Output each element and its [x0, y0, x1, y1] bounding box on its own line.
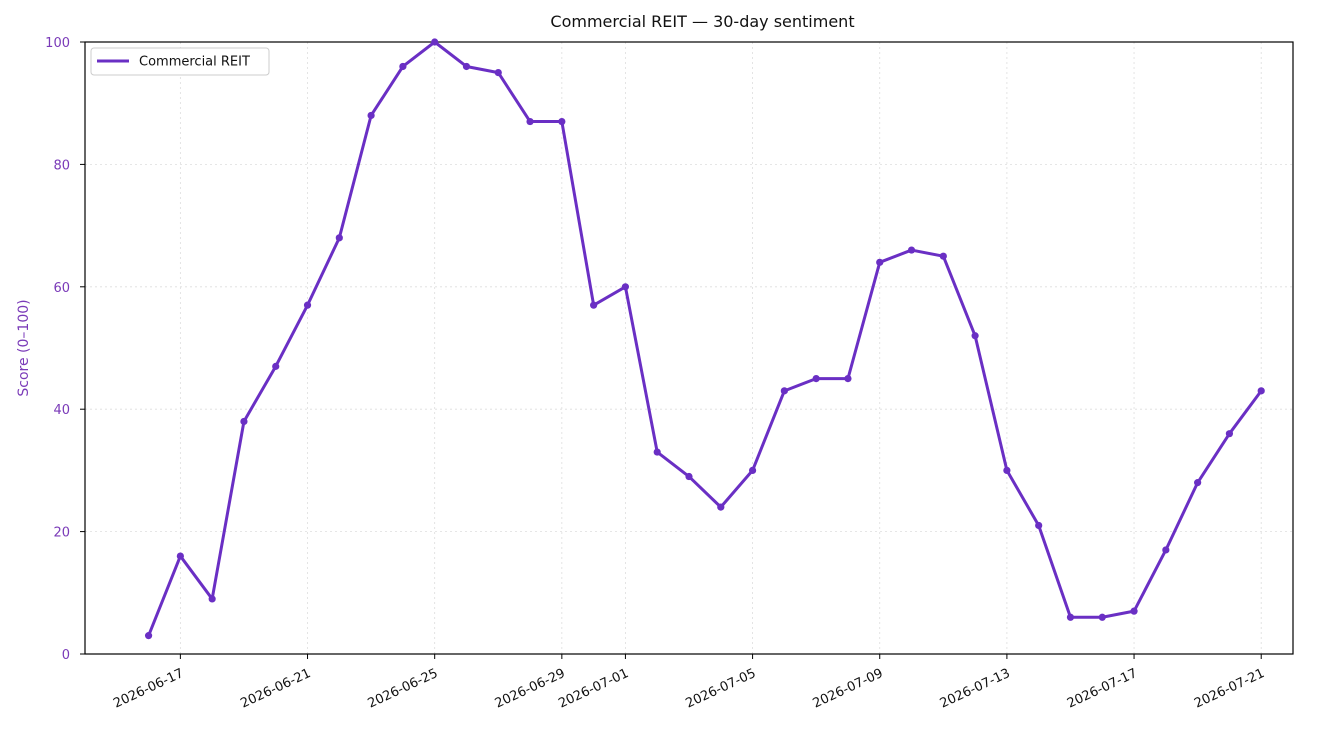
data-point — [1194, 479, 1202, 487]
y-tick-label: 40 — [53, 403, 70, 418]
plot-frame — [84, 41, 1294, 655]
legend-label: Commercial REIT — [139, 55, 250, 70]
data-point — [876, 258, 884, 266]
data-point — [1035, 521, 1043, 530]
data-point — [367, 111, 375, 120]
data-point — [653, 448, 661, 456]
data-point — [1003, 466, 1011, 474]
x-tick-label: 2026-07-17 — [1065, 666, 1140, 712]
data-point — [462, 62, 471, 71]
data-point — [621, 283, 630, 291]
x-tick-label: 2026-06-29 — [493, 666, 568, 712]
data-point — [685, 472, 693, 481]
x-tick-label: 2026-07-21 — [1192, 666, 1267, 712]
y-tick-label: 20 — [53, 526, 70, 541]
data-point — [812, 375, 820, 383]
data-point — [907, 246, 916, 254]
y-tick-label: 100 — [45, 36, 70, 51]
x-tick-label: 2026-06-21 — [238, 666, 313, 712]
data-point — [176, 552, 184, 560]
data-point — [399, 62, 407, 71]
data-point — [1257, 387, 1265, 395]
data-point — [971, 332, 979, 340]
x-tick-label: 2026-07-09 — [811, 666, 886, 712]
data-point — [494, 69, 502, 77]
data-point — [303, 301, 312, 309]
x-tick-label: 2026-07-01 — [556, 666, 631, 712]
data-point — [717, 503, 725, 511]
data-point — [844, 375, 852, 383]
data-point — [939, 252, 947, 260]
data-point — [1066, 613, 1075, 621]
data-point — [1162, 546, 1170, 554]
y-axis: 0 20 40 60 80 100 — [45, 36, 85, 663]
data-point — [1098, 613, 1106, 621]
y-tick-label: 0 — [62, 648, 70, 663]
y-axis-label: Score (0–100) — [16, 299, 32, 396]
data-point — [335, 234, 343, 242]
x-tick-label: 2026-07-13 — [938, 666, 1013, 712]
data-point — [1130, 607, 1138, 615]
data-point — [431, 38, 439, 46]
data-point — [272, 362, 280, 370]
data-point — [558, 117, 566, 126]
grid-lines — [85, 41, 1293, 655]
x-tick-label: 2026-06-25 — [366, 666, 441, 712]
y-tick-label: 60 — [53, 281, 70, 296]
series-line — [147, 40, 1263, 637]
y-tick-label: 80 — [53, 158, 70, 173]
data-point — [780, 387, 788, 395]
chart-title: Commercial REIT — 30-day sentiment — [550, 12, 855, 31]
x-axis: 2026-06-17 2026-06-21 2026-06-25 2026-06-29… — [111, 654, 1267, 712]
data-point — [526, 117, 534, 126]
series-layer — [144, 38, 1265, 640]
data-point — [748, 466, 757, 474]
legend-box — [90, 47, 270, 76]
data-point — [208, 595, 216, 603]
legend: Commercial REIT — [90, 47, 270, 76]
x-tick-label: 2026-06-17 — [111, 666, 186, 712]
data-point — [1225, 430, 1234, 438]
data-point — [590, 301, 598, 309]
data-point — [144, 632, 153, 640]
x-tick-label: 2026-07-05 — [683, 666, 758, 712]
data-point — [240, 417, 248, 426]
